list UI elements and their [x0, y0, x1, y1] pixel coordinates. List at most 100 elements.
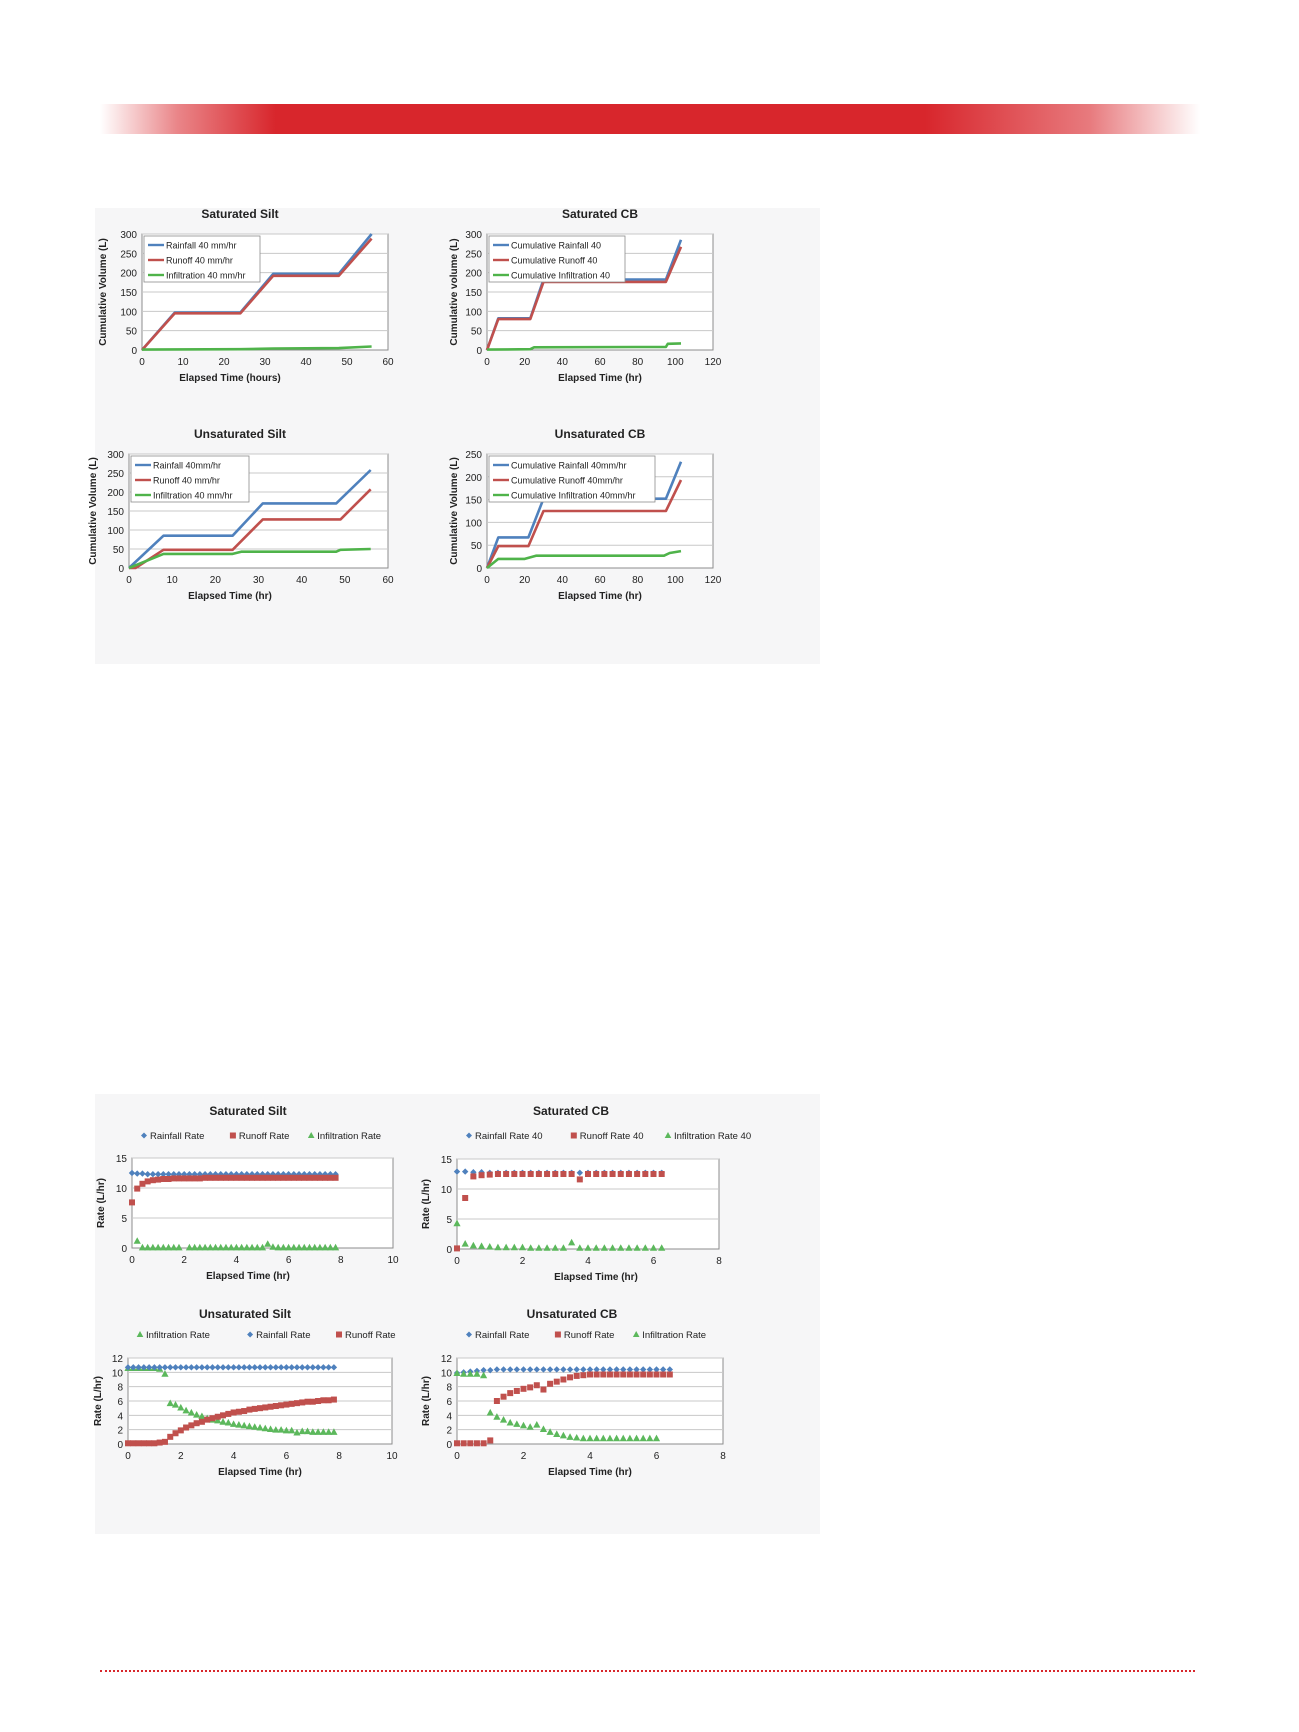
data-point-square — [478, 1172, 485, 1179]
data-point-triangle — [617, 1244, 625, 1251]
data-point-diamond — [204, 1364, 211, 1371]
data-point-triangle — [144, 1243, 152, 1251]
y-tick-label: 250 — [465, 249, 482, 260]
series-line — [129, 488, 372, 570]
chart-title: Unsaturated CB — [555, 427, 646, 441]
data-point-triangle — [214, 1416, 222, 1424]
data-point-diamond — [325, 1364, 332, 1371]
data-point-diamond — [225, 1364, 232, 1371]
y-axis-label: Rate (L/hr) — [421, 1179, 432, 1229]
x-tick-label: 4 — [234, 1255, 240, 1266]
data-point-square — [320, 1397, 327, 1404]
y-tick-label: 10 — [441, 1368, 453, 1379]
legend-label: Cumulative Infiltration 40mm/hr — [511, 491, 636, 501]
data-point-diamond — [546, 1366, 554, 1373]
x-tick-label: 8 — [338, 1255, 344, 1266]
y-axis-label: Cumulative Volume (L) — [88, 457, 99, 565]
y-tick-label: 0 — [476, 346, 482, 357]
data-point-square — [267, 1403, 274, 1410]
y-tick-label: 150 — [465, 288, 482, 299]
chart-title: Unsaturated Silt — [199, 1307, 291, 1321]
data-point-triangle — [510, 1243, 518, 1251]
data-point-square — [251, 1405, 258, 1412]
data-point-square — [304, 1398, 311, 1405]
data-point-square — [228, 1174, 235, 1181]
series-line — [486, 342, 682, 351]
x-tick-label: 0 — [484, 357, 490, 368]
data-point-square — [533, 1382, 540, 1389]
y-tick-label: 10 — [116, 1184, 128, 1195]
y-axis-label: Cumulative Volume (L) — [98, 238, 109, 346]
data-point-triangle — [613, 1434, 621, 1442]
y-tick-label: 200 — [465, 473, 482, 484]
x-tick-label: 4 — [585, 1256, 591, 1267]
data-point-square — [165, 1176, 172, 1182]
data-point-triangle — [480, 1371, 488, 1379]
legend-marker — [632, 1331, 640, 1337]
data-point-square — [634, 1171, 641, 1177]
x-tick-label: 60 — [382, 357, 394, 368]
data-point-triangle — [319, 1428, 327, 1435]
data-point-triangle — [219, 1418, 227, 1425]
data-point-square — [207, 1174, 214, 1181]
data-point-triangle — [331, 1243, 340, 1251]
data-point-triangle — [191, 1243, 199, 1251]
x-tick-label: 100 — [667, 575, 684, 586]
chart-title: Saturated Silt — [209, 1104, 286, 1118]
data-point-triangle — [258, 1243, 267, 1251]
data-point-triangle — [269, 1243, 277, 1250]
data-point-square — [299, 1399, 306, 1406]
data-point-triangle — [227, 1243, 235, 1251]
data-point-square — [130, 1440, 137, 1447]
chart-saturated-silt-rate: Saturated Silt 0 5 10 15 0 2 4 6 8 10 Elapsed Time … — [96, 1104, 399, 1282]
y-tick-label: 5 — [446, 1215, 452, 1226]
data-point-triangle — [198, 1412, 206, 1420]
data-point-square — [650, 1171, 657, 1177]
data-point-square — [454, 1245, 460, 1252]
data-point-square — [527, 1384, 534, 1391]
data-point-square — [617, 1171, 624, 1177]
data-point-square — [330, 1396, 337, 1403]
y-axis-label: Rate (L/hr) — [96, 1178, 107, 1228]
data-point-triangle — [453, 1369, 461, 1377]
data-point-triangle — [477, 1242, 486, 1249]
x-tick-label: 60 — [594, 357, 606, 368]
data-point-triangle — [626, 1434, 634, 1442]
data-point-square — [480, 1440, 487, 1447]
data-point-triangle — [573, 1433, 581, 1441]
data-point-square — [209, 1415, 216, 1422]
data-point-square — [316, 1174, 323, 1181]
data-point-square — [249, 1174, 256, 1181]
data-point-diamond — [272, 1364, 280, 1371]
data-point-square — [527, 1171, 534, 1177]
data-point-square — [460, 1440, 467, 1447]
data-point-triangle — [261, 1424, 269, 1432]
data-point-triangle — [251, 1423, 259, 1430]
x-tick-label: 80 — [632, 575, 644, 586]
legend-label: Runoff Rate — [345, 1330, 396, 1341]
data-point-triangle — [579, 1434, 587, 1442]
data-point-triangle — [279, 1243, 287, 1251]
legend-marker — [229, 1132, 236, 1139]
y-tick-label: 100 — [465, 307, 482, 318]
legend-label: Runoff 40 mm/hr — [153, 476, 220, 486]
data-point-square — [222, 1174, 229, 1181]
y-tick-label: 250 — [120, 249, 137, 260]
data-point-diamond — [330, 1364, 338, 1371]
data-point-square — [155, 1176, 162, 1183]
legend-label: Rainfall 40 mm/hr — [166, 241, 237, 251]
data-point-triangle — [185, 1243, 194, 1251]
data-point-square — [494, 1171, 501, 1177]
x-tick-label: 2 — [520, 1256, 526, 1267]
x-tick-label: 0 — [125, 1451, 131, 1462]
data-point-square — [160, 1176, 167, 1182]
data-point-triangle — [170, 1243, 178, 1251]
data-point-triangle — [314, 1428, 322, 1435]
x-tick-label: 10 — [167, 575, 179, 586]
data-point-square — [487, 1437, 494, 1444]
data-point-square — [576, 1176, 583, 1183]
x-tick-label: 40 — [557, 357, 569, 368]
chart-saturated-cb-cumulative: Saturated CB 0 50 100 150 200 250 300 0 20 40 60 80 1… — [449, 207, 722, 384]
data-point-triangle — [290, 1243, 298, 1251]
data-point-triangle — [535, 1244, 543, 1251]
